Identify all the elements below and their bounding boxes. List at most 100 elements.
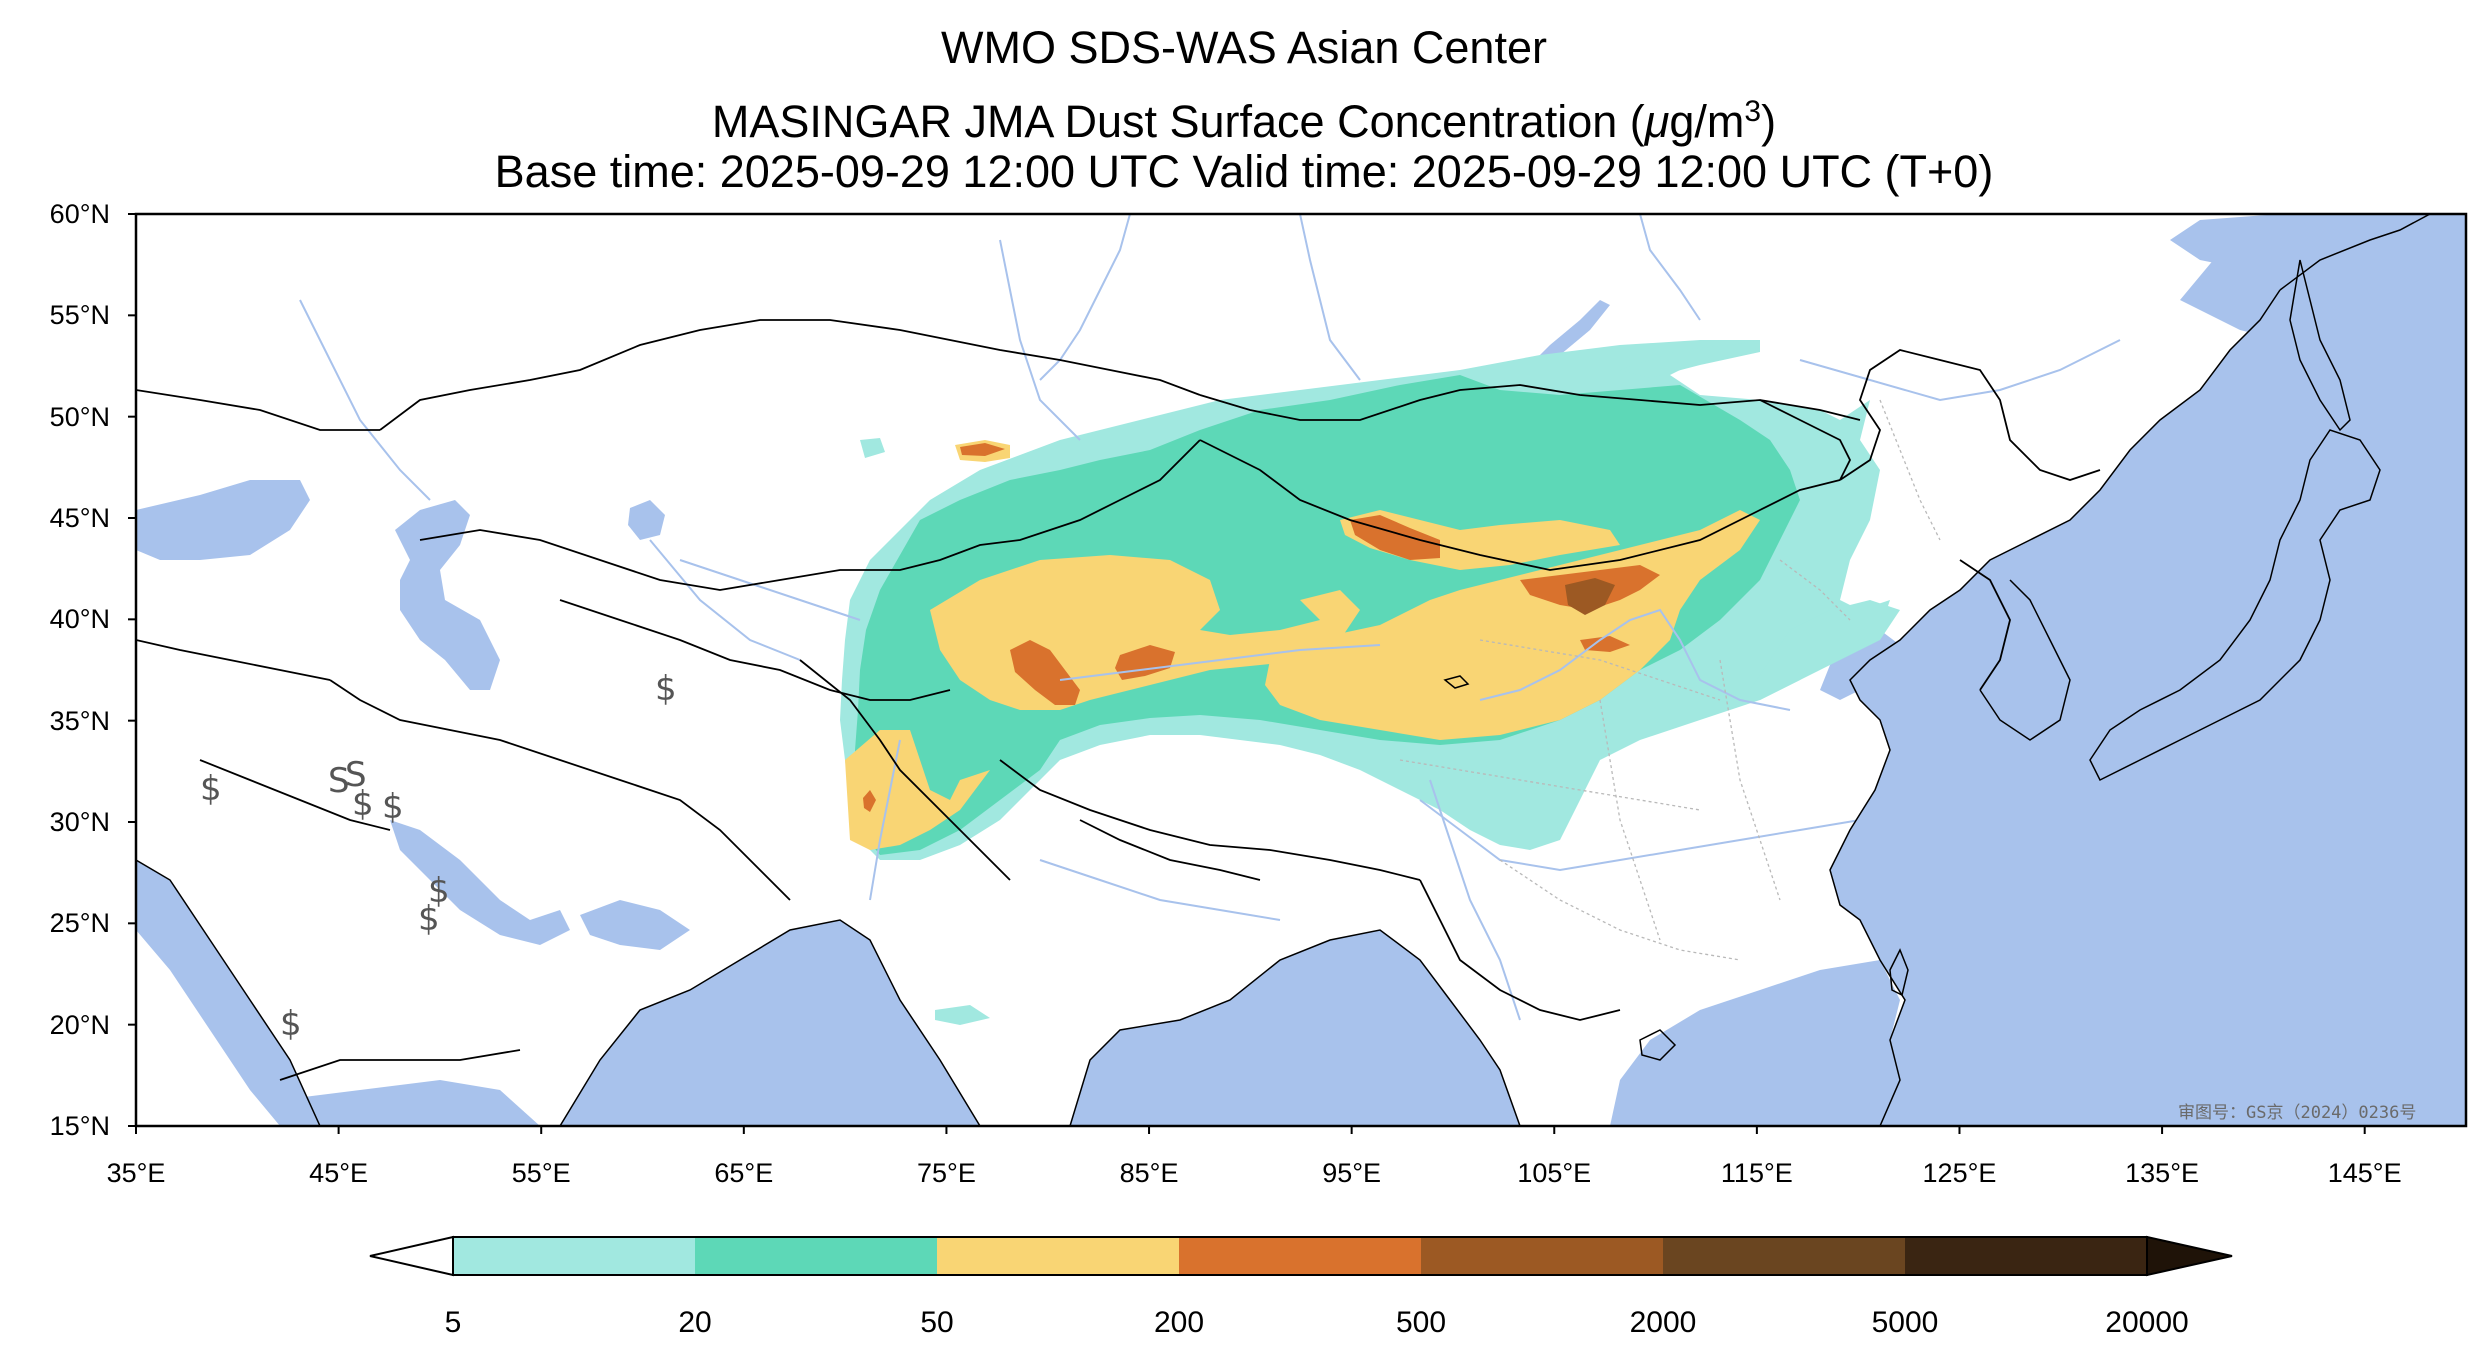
pacific-ocean <box>1830 214 2466 1126</box>
glyph-artifact-9: $ <box>280 1004 302 1044</box>
dust-level-5-patch3 <box>860 438 885 458</box>
glyph-artifact-4: S <box>345 755 367 795</box>
dust-level-5-patch <box>1620 340 1760 378</box>
colorbar-level-label: 200 <box>1153 1306 1205 1339</box>
lon-tick-label: 145°E <box>2327 1158 2402 1188</box>
colorbar-box <box>1421 1237 1664 1275</box>
border-iraq-saudi <box>199 759 391 831</box>
lon-tick-label: 35°E <box>106 1158 166 1188</box>
colorbar-level-label: 50 <box>920 1306 954 1339</box>
subtitle-suffix: ) <box>1761 96 1777 147</box>
lat-tick-label: 35°N <box>49 705 110 736</box>
lat-tick-label: 50°N <box>49 401 110 432</box>
map-time-info: Base time: 2025-09-29 12:00 UTC Valid ti… <box>494 146 1994 197</box>
water-bodies <box>136 214 2466 1126</box>
border-china-north <box>1839 349 2101 481</box>
dust-level-5-patch2 <box>935 1005 990 1025</box>
gulf-of-oman <box>580 900 690 950</box>
colorbar <box>369 1235 2233 1277</box>
river-amur <box>1799 339 2121 402</box>
coastlines <box>136 214 2431 1126</box>
province-line-2 <box>1399 759 1701 811</box>
dust-level-200-f <box>960 443 1005 456</box>
lon-tick-label: 115°E <box>1720 1158 1793 1188</box>
border-europe <box>136 389 380 431</box>
colorbar-under-arrow <box>369 1235 454 1277</box>
river-lena <box>1639 214 1701 321</box>
border-mongolia-china <box>1199 439 1841 571</box>
lat-tick-label: 20°N <box>49 1009 110 1040</box>
colorbar-level-label: 5 <box>444 1306 462 1339</box>
glyph-artifact-3: S <box>328 761 350 801</box>
lon-tick-label: 55°E <box>511 1158 571 1188</box>
coast-bengal <box>1069 929 1521 1126</box>
colorbar-level-label: 2000 <box>1629 1306 1697 1339</box>
river-volga <box>299 299 431 501</box>
lat-tick-label: 15°N <box>49 1111 110 1141</box>
glyph-artifacts: $ $ S S $ $ $ $ $ <box>200 669 677 1044</box>
colorbar-box <box>1179 1237 1422 1275</box>
map-approval-number: 审图号：GS京（2024）0236号 <box>2178 1103 2417 1123</box>
river-indus <box>869 739 901 901</box>
lon-tick-label: 45°E <box>309 1158 369 1188</box>
persian-gulf <box>390 820 570 945</box>
province-borders <box>1399 399 1941 961</box>
subtitle-superscript: 3 <box>1744 95 1762 128</box>
colorbar-outline <box>452 1236 2148 1276</box>
province-line-4 <box>1719 659 1781 901</box>
border-kazakhstan-russia <box>379 319 1201 431</box>
border-central-asia <box>559 599 951 701</box>
colorbar-level-label: 500 <box>1395 1306 1447 1339</box>
dust-concentration <box>840 340 1900 1025</box>
river-yellow <box>1479 608 1791 711</box>
river-irtysh <box>999 239 1081 441</box>
colorbar-over-arrow <box>2146 1235 2233 1277</box>
colorbar-box <box>695 1237 938 1275</box>
dust-level-200-a <box>1010 640 1080 705</box>
lat-tick-label: 55°N <box>49 300 110 331</box>
dust-level-200-g <box>863 790 876 812</box>
border-iran <box>329 679 791 901</box>
glyph-artifact-7: $ <box>428 871 450 911</box>
colorbar-level-label: 20 <box>678 1306 712 1339</box>
river-mekong <box>1429 779 1521 1021</box>
border-mongolia-east <box>1759 399 1852 481</box>
bohai-sea <box>1820 630 1900 700</box>
coast-japan <box>2089 429 2381 782</box>
bay-of-bengal <box>1070 930 1520 1126</box>
border-southeast <box>1419 879 1621 1021</box>
coast-kamchatka <box>2279 214 2431 291</box>
coast-sakhalin <box>2289 259 2351 432</box>
lon-tick-label: 75°E <box>917 1158 976 1188</box>
province-line-7 <box>1779 559 1851 621</box>
colorbar-level-label: 5000 <box>1871 1306 1939 1339</box>
gulf-of-aden <box>280 1080 540 1126</box>
river-syr <box>679 559 861 621</box>
coast-east-asia <box>1829 289 2281 1126</box>
rivers <box>299 214 2121 1021</box>
colorbar-boxes <box>453 1237 2148 1275</box>
river-amu <box>649 539 801 661</box>
glyph-artifact-8: $ <box>418 899 440 939</box>
province-line-1 <box>1479 639 1721 701</box>
lon-tick-marks <box>135 1126 2366 1134</box>
province-line-6 <box>1499 859 1741 961</box>
border-koreas <box>1959 559 2011 691</box>
okhotsk-sea <box>2180 214 2466 380</box>
lat-tick-label: 45°N <box>49 503 110 533</box>
dust-level-5-patch4 <box>1750 600 1900 700</box>
coast-taiwan <box>1889 948 1909 997</box>
river-yangtze <box>1419 799 1861 872</box>
lon-tick-label: 65°E <box>714 1158 774 1188</box>
lat-tick-label: 60°N <box>49 199 110 229</box>
river-yenisei <box>1299 214 1361 381</box>
arabian-sea <box>560 920 980 1126</box>
river-ob <box>1039 214 1131 381</box>
map-frame <box>134 212 2468 1128</box>
subtitle-unit: g/m <box>1669 96 1745 147</box>
province-line-5 <box>1879 399 1941 541</box>
river-ganges <box>1039 859 1281 921</box>
colorbar-box <box>1663 1237 1906 1275</box>
glyph-artifact-6: $ <box>382 787 404 827</box>
